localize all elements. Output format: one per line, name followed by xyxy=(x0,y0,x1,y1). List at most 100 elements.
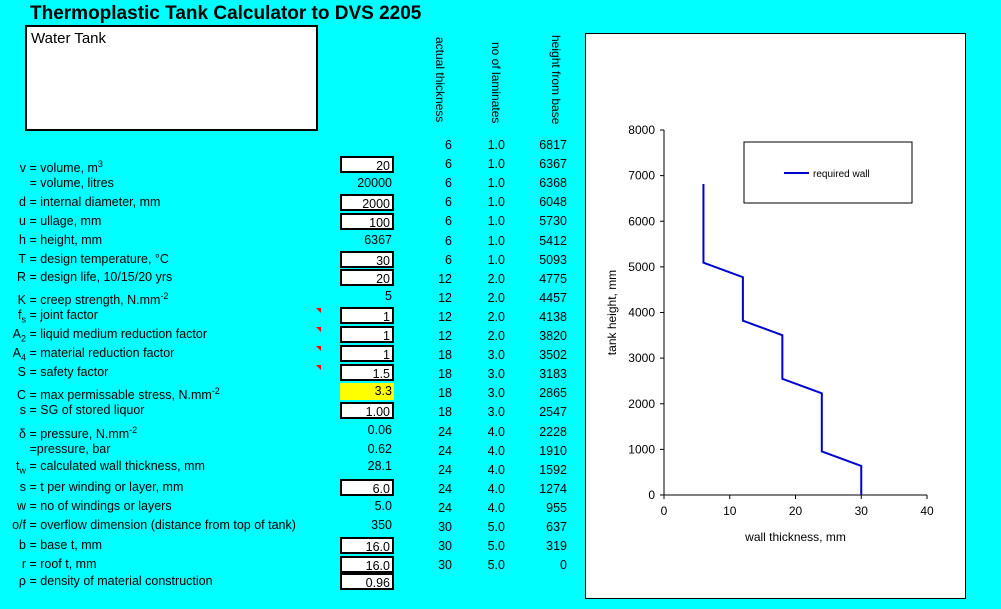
param-text: = design temperature, °C xyxy=(26,252,169,266)
param-symbol: K xyxy=(17,293,26,308)
param-value[interactable]: 1 xyxy=(340,345,394,362)
param-symbol: u xyxy=(19,214,26,228)
thickness-cell: 12 xyxy=(438,271,452,286)
param-value[interactable]: 1.00 xyxy=(340,402,394,419)
param-value[interactable]: 20 xyxy=(340,156,394,173)
param-symbol: T xyxy=(18,252,26,266)
height-cell: 3183 xyxy=(539,367,567,382)
laminates-cell: 4.0 xyxy=(487,481,505,496)
x-tick-label: 0 xyxy=(661,504,668,518)
param-symbol: A4 xyxy=(12,346,26,363)
param-text: = liquid medium reduction factor xyxy=(26,327,207,341)
x-axis-label: wall thickness, mm xyxy=(744,530,846,544)
param-symbol: ρ xyxy=(18,574,26,588)
param-value[interactable]: 0.96 xyxy=(340,573,394,590)
param-label: A2 = liquid medium reduction factor xyxy=(8,325,338,344)
height-cell: 6817 xyxy=(539,138,567,152)
laminates-cell: 2.0 xyxy=(487,290,505,305)
param-value: 20000 xyxy=(357,176,392,190)
param-text: = safety factor xyxy=(26,365,109,379)
param-symbol: o/f xyxy=(12,518,26,532)
height-cell: 319 xyxy=(546,539,567,554)
param-text: = roof t, mm xyxy=(26,557,97,571)
param-symbol: r xyxy=(21,557,26,571)
thickness-cell: 24 xyxy=(438,481,452,496)
param-value[interactable]: 1 xyxy=(340,307,394,324)
param-label: = volume, litres xyxy=(8,174,338,192)
height-cell: 6048 xyxy=(539,195,567,210)
param-text: = internal diameter, mm xyxy=(26,195,161,209)
notes-box[interactable]: Water Tank xyxy=(25,25,318,131)
height-cell: 5730 xyxy=(539,214,567,229)
height-cell: 4138 xyxy=(539,309,567,324)
param-value[interactable]: 2000 xyxy=(340,194,394,211)
param-symbol: d xyxy=(19,195,26,209)
laminates-cell: 3.0 xyxy=(487,386,505,401)
param-value[interactable]: 100 xyxy=(340,213,394,230)
comment-indicator[interactable] xyxy=(316,308,321,313)
param-value[interactable]: 6.0 xyxy=(340,479,394,496)
height-cell: 1910 xyxy=(539,443,567,458)
param-label: s = t per winding or layer, mm xyxy=(8,478,338,496)
height-cell: 4775 xyxy=(539,271,567,286)
y-tick-label: 7000 xyxy=(628,169,655,183)
y-tick-label: 3000 xyxy=(628,351,655,365)
x-tick-label: 20 xyxy=(789,504,803,518)
param-value: 5.0 xyxy=(374,499,392,513)
param-value: 3.3 xyxy=(340,383,394,400)
param-value[interactable]: 20 xyxy=(340,269,394,286)
param-value[interactable]: 16.0 xyxy=(340,556,394,573)
param-label: fs = joint factor xyxy=(8,306,338,325)
y-tick-label: 0 xyxy=(648,488,655,502)
x-tick-label: 30 xyxy=(855,504,869,518)
param-text: = volume, litres xyxy=(26,176,114,190)
param-label: d = internal diameter, mm xyxy=(8,193,338,211)
laminates-cell: 2.0 xyxy=(487,309,505,324)
laminates-cell: 4.0 xyxy=(487,424,505,439)
thickness-cell: 6 xyxy=(445,176,452,191)
laminates-cell: 5.0 xyxy=(487,520,505,534)
height-cell: 2228 xyxy=(539,424,567,439)
thickness-cell: 6 xyxy=(445,138,452,152)
height-cell: 5093 xyxy=(539,252,567,267)
y-tick-label: 8000 xyxy=(628,123,655,137)
series-line xyxy=(702,183,863,495)
param-text: = height, mm xyxy=(26,233,103,247)
param-label: K = creep strength, N.mm-2 xyxy=(8,287,338,307)
param-label: ρ = density of material construction xyxy=(8,572,338,590)
comment-indicator[interactable] xyxy=(316,346,321,351)
param-text: = joint factor xyxy=(26,308,98,322)
param-value[interactable]: 30 xyxy=(340,251,394,268)
height-cell: 6368 xyxy=(539,176,567,191)
thickness-cell: 24 xyxy=(438,462,452,477)
height-cell: 6367 xyxy=(539,157,567,172)
thickness-cell: 30 xyxy=(438,558,452,573)
thickness-cell: 18 xyxy=(438,367,452,382)
chart-area[interactable]: 0 1000 2000 3000 4000 5000 6000 7000 8000 0 10 20 30… xyxy=(585,33,966,599)
param-value: 0.06 xyxy=(367,423,392,437)
param-label: h = height, mm xyxy=(8,231,338,249)
laminates-cell: 3.0 xyxy=(487,405,505,420)
param-symbol: S xyxy=(17,365,26,379)
param-label: δ = pressure, N.mm-2 xyxy=(8,421,338,441)
param-value[interactable]: 1.5 xyxy=(340,364,394,381)
param-text: = max permissable stress, N.mm xyxy=(26,388,212,403)
comment-indicator[interactable] xyxy=(316,327,321,332)
param-value[interactable]: 1 xyxy=(340,326,394,343)
laminates-cell: 5.0 xyxy=(487,558,505,573)
comment-indicator[interactable] xyxy=(316,365,321,370)
laminates-cell: 1.0 xyxy=(487,233,505,248)
param-symbol: w xyxy=(16,499,26,513)
laminates-cell: 4.0 xyxy=(487,462,505,477)
laminates-cell: 1.0 xyxy=(487,176,505,191)
param-value: 350 xyxy=(371,518,392,532)
param-label: b = base t, mm xyxy=(8,536,338,554)
param-symbol: fs xyxy=(18,308,26,325)
header-height-from-base: height from base xyxy=(549,35,563,125)
param-text: = SG of stored liquor xyxy=(26,403,145,417)
legend-label: required wall xyxy=(813,169,870,180)
param-label: S = safety factor xyxy=(8,363,338,381)
height-cell: 2865 xyxy=(539,386,567,401)
param-symbol: A2 xyxy=(12,327,26,344)
param-value[interactable]: 16.0 xyxy=(340,537,394,554)
